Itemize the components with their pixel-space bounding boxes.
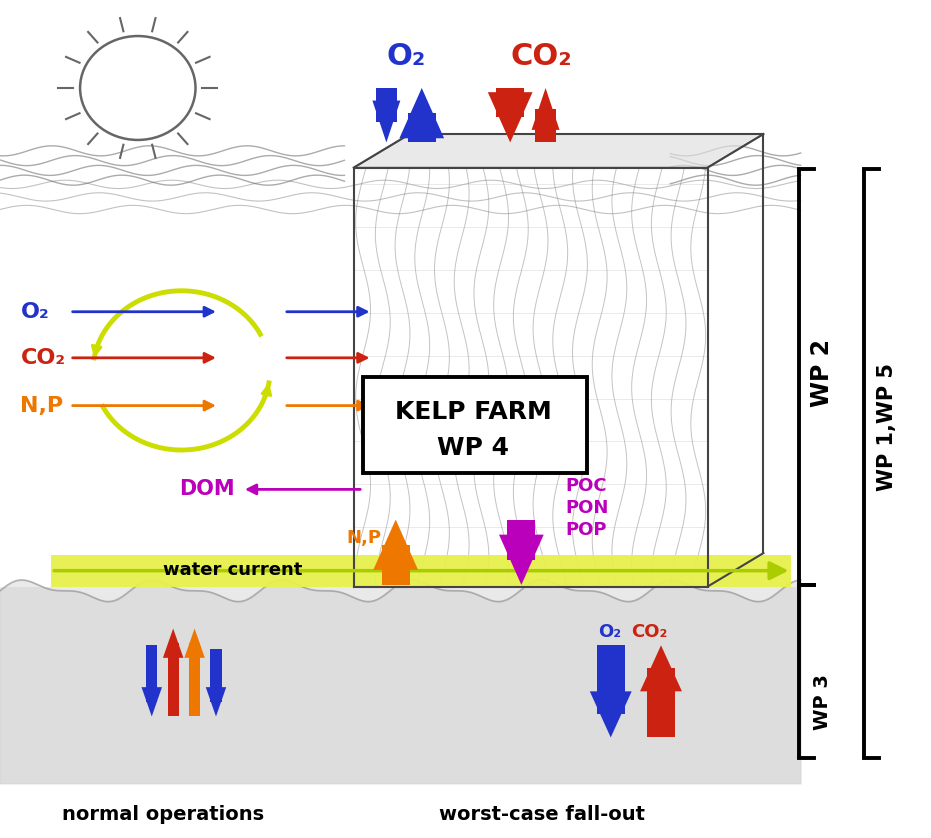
Text: POP: POP <box>565 520 607 539</box>
Bar <box>189 644 200 716</box>
Bar <box>535 109 556 142</box>
Polygon shape <box>590 691 631 737</box>
Text: WP 3: WP 3 <box>813 675 831 730</box>
Bar <box>363 377 587 473</box>
Bar <box>146 645 157 702</box>
Polygon shape <box>488 92 533 142</box>
Bar <box>210 649 222 702</box>
Polygon shape <box>354 134 763 168</box>
Bar <box>408 113 436 142</box>
Bar <box>382 545 410 585</box>
Text: water current: water current <box>163 561 303 579</box>
Text: O₂: O₂ <box>20 302 49 322</box>
Text: DOM: DOM <box>179 479 235 499</box>
Text: O₂: O₂ <box>598 623 621 641</box>
Polygon shape <box>142 687 162 716</box>
Text: PON: PON <box>565 499 609 517</box>
Bar <box>647 669 675 737</box>
Polygon shape <box>163 628 183 658</box>
Text: WP 1,WP 5: WP 1,WP 5 <box>877 364 897 491</box>
Polygon shape <box>373 520 418 570</box>
Text: N,P: N,P <box>346 529 382 547</box>
Text: WP 4: WP 4 <box>437 437 509 460</box>
Text: CO₂: CO₂ <box>20 348 65 368</box>
Text: N,P: N,P <box>20 396 63 416</box>
Text: worst-case fall-out: worst-case fall-out <box>439 805 645 824</box>
Polygon shape <box>532 88 560 130</box>
Bar <box>597 645 625 714</box>
Bar <box>507 520 535 560</box>
Text: CO₂: CO₂ <box>631 623 668 641</box>
Bar <box>0 587 801 784</box>
Polygon shape <box>641 645 681 691</box>
Bar <box>376 88 397 122</box>
Text: WP 2: WP 2 <box>810 339 834 407</box>
Bar <box>496 88 524 117</box>
Bar <box>51 555 791 587</box>
Text: KELP FARM: KELP FARM <box>395 401 551 424</box>
Text: normal operations: normal operations <box>61 805 264 824</box>
Text: CO₂: CO₂ <box>510 43 572 71</box>
Polygon shape <box>206 687 226 716</box>
Bar <box>168 644 179 716</box>
Polygon shape <box>372 101 400 142</box>
Polygon shape <box>399 88 444 138</box>
Polygon shape <box>184 628 205 658</box>
Text: O₂: O₂ <box>386 43 425 71</box>
Text: POC: POC <box>565 477 607 495</box>
Polygon shape <box>499 535 544 585</box>
